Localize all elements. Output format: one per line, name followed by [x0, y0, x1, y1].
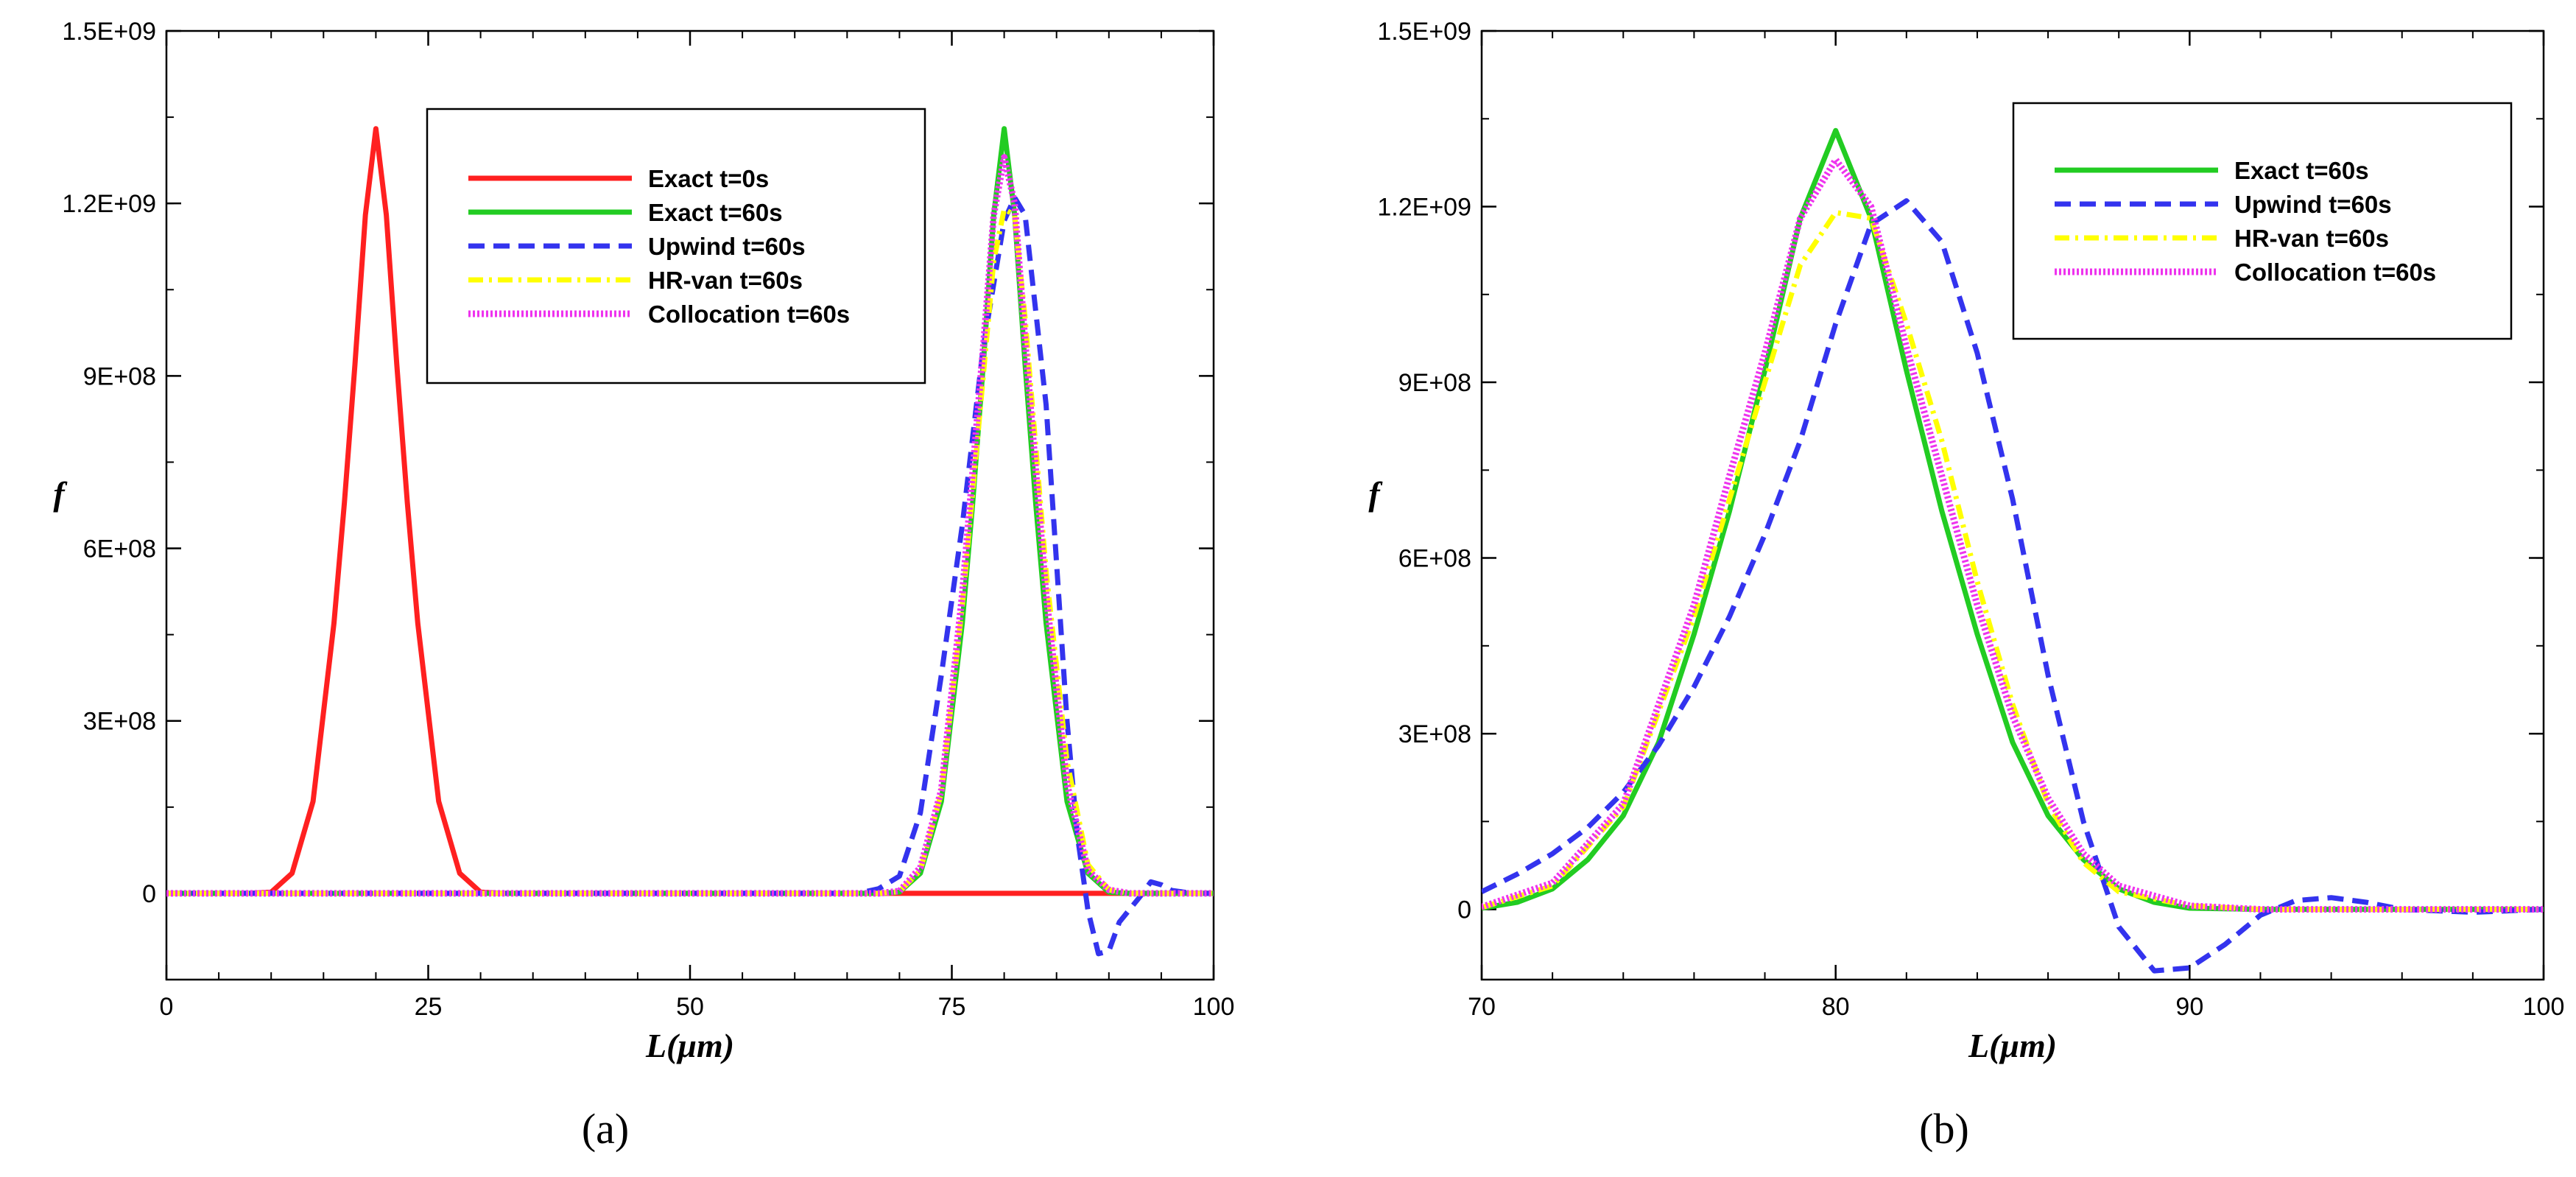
- panel-a-x-axis-title: L(μm): [645, 1027, 734, 1064]
- panel-b-legend-box: [2012, 102, 2513, 340]
- panel-a-chart: 0 3E+08 6E+08 9E+08 1.2E+09 1.5E+09 0 25 50 75 100…: [53, 18, 1234, 1153]
- panel-b-y-tick-label: 0: [1457, 896, 1471, 924]
- panel-a-legend-label: Collocation t=60s: [648, 301, 850, 328]
- panel-b-x-tick-label: 80: [1822, 993, 1850, 1021]
- panel-b-legend-label: Collocation t=60s: [2234, 259, 2436, 286]
- panel-a-y-tick-label: 9E+08: [83, 362, 156, 390]
- panel-a-y-tick-label: 6E+08: [83, 535, 156, 563]
- panel-a-x-tick-label: 25: [415, 993, 443, 1021]
- panel-a-x-tick-label: 50: [676, 993, 704, 1021]
- panel-a-x-tick-label: 75: [938, 993, 966, 1021]
- panel-a-legend-label: Exact t=0s: [648, 165, 769, 192]
- panel-b-x-tick-label: 100: [2523, 993, 2565, 1021]
- panel-b-legend-label: Upwind t=60s: [2234, 191, 2392, 218]
- panel-a-label: (a): [582, 1105, 629, 1153]
- panel-b-series-hr-van-t-60s: [1482, 210, 2544, 913]
- panel-a-y-axis-title: f: [53, 475, 68, 513]
- panel-a-legend-box: [426, 108, 926, 384]
- panel-b-y-tick-label: 6E+08: [1398, 545, 1471, 573]
- panel-a-legend-label: Exact t=60s: [648, 199, 783, 226]
- panel-a-legend-label: Upwind t=60s: [648, 233, 806, 260]
- panel-b-legend-label: Exact t=60s: [2234, 157, 2369, 184]
- panel-a-series-upwind-t-60s: [166, 194, 1214, 957]
- panel-b-plot-frame: [1480, 29, 2545, 981]
- panel-b-series-upwind-t-60s: [1482, 198, 2544, 974]
- panel-a-y-tick-label: 3E+08: [83, 708, 156, 736]
- panel-b-x-tick-label: 70: [1468, 993, 1496, 1021]
- panel-b-y-tick-label: 9E+08: [1398, 369, 1471, 397]
- panel-b-x-tick-label: 90: [2175, 993, 2203, 1021]
- panel-a-x-tick-label: 0: [160, 993, 174, 1021]
- panel-b-series-collocation-t-60s: [1482, 156, 2544, 913]
- panel-b-legend-label: HR-van t=60s: [2234, 225, 2389, 252]
- panel-a-y-tick-label: 0: [142, 880, 156, 908]
- panel-b-y-axis-title: f: [1368, 475, 1383, 513]
- panel-b-label: (b): [1919, 1105, 1969, 1153]
- panel-b-y-tick-label: 1.5E+09: [1377, 18, 1471, 46]
- panel-b-series-exact-t-60s: [1482, 127, 2544, 913]
- panel-b-x-axis-title: L(μm): [1968, 1027, 2057, 1064]
- panel-a-y-tick-label: 1.2E+09: [62, 190, 156, 218]
- panel-b-chart: 0 3E+08 6E+08 9E+08 1.2E+09 1.5E+09 70 80 90 100 E…: [1368, 18, 2564, 1153]
- panel-a-y-tick-label: 1.5E+09: [62, 18, 156, 46]
- panel-b-y-tick-label: 1.2E+09: [1377, 194, 1471, 222]
- panel-a-legend: Exact t=0s Exact t=60s Upwind t=60s HR-van …: [426, 108, 926, 384]
- panel-b-legend: Exact t=60s Upwind t=60s HR-van t=60s Collo…: [2012, 102, 2513, 340]
- panel-b-y-tick-label: 3E+08: [1398, 720, 1471, 748]
- panel-a-x-tick-label: 100: [1193, 993, 1235, 1021]
- panel-a-series-exact-t-0s: [166, 126, 1214, 896]
- panel-a-legend-label: HR-van t=60s: [648, 267, 803, 294]
- panel-a-series-collocation-t-60s: [166, 154, 1214, 897]
